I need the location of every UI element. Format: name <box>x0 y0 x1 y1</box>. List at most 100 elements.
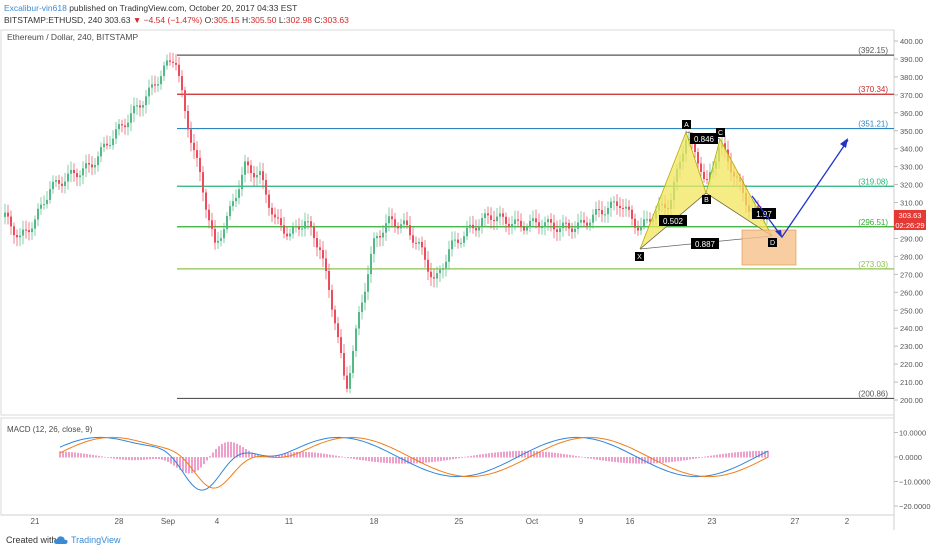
macd-hist-bar <box>338 456 340 458</box>
candle-body <box>493 219 495 222</box>
candle-body <box>67 173 69 182</box>
point-a-badge <box>682 120 691 129</box>
candle-body <box>388 216 390 224</box>
macd-hist-bar <box>431 457 433 463</box>
macd-hist-bar <box>446 457 448 461</box>
macd-hist-bar <box>350 457 352 459</box>
time-axis[interactable]: 21 28 Sep 4 11 18 25 Oct 9 16 23 27 2 <box>31 517 850 526</box>
candle-body <box>328 270 330 290</box>
macd-hist-bar <box>278 454 280 458</box>
macd-hist-bar <box>230 441 232 458</box>
candle-body <box>616 201 618 206</box>
candle-body <box>421 241 423 248</box>
point-c-label: C <box>718 130 723 137</box>
candle-body <box>448 249 450 262</box>
macd-hist-bar <box>611 457 613 462</box>
macd-hist-bar <box>182 457 184 472</box>
harmonic-pattern[interactable]: A B C D X 0.502 0.846 1.97 0.887 <box>635 120 849 266</box>
macd-hist-bar <box>155 457 157 459</box>
macd-axis[interactable]: 10.0000 0.0000 −10.0000 −20.0000 <box>894 429 931 512</box>
macd-hist-bar <box>620 457 622 463</box>
macd-hist-bar <box>728 453 730 458</box>
created-with-text: Created with <box>6 535 57 545</box>
price-tick-label: 310.00 <box>900 199 923 208</box>
candle-body <box>433 277 435 279</box>
macd-hist-bar <box>242 447 244 458</box>
macd-hist-bar <box>68 451 70 458</box>
candle-body <box>100 147 102 157</box>
candle-body <box>157 84 159 86</box>
macd-hist-bar <box>644 457 646 464</box>
macd-hist-bar <box>743 451 745 458</box>
candle-body <box>40 204 42 209</box>
candle-body <box>505 216 507 224</box>
macd-hist-bar <box>113 457 115 459</box>
candle-body <box>262 171 264 181</box>
tradingview-brand[interactable]: TradingView <box>54 535 121 545</box>
candle-body <box>19 235 21 238</box>
candle-body <box>610 201 612 209</box>
macd-hist-bar <box>626 457 628 464</box>
candle-body <box>175 62 177 65</box>
candle-body <box>406 220 408 226</box>
macd-hist-bar <box>161 457 163 460</box>
author-link[interactable]: Excalibur-vin618 <box>4 3 67 13</box>
candle-body <box>304 221 306 229</box>
candle-body <box>133 105 135 114</box>
candle-body <box>523 226 525 231</box>
macd-hist-bar <box>434 457 436 462</box>
macd-hist-bar <box>569 454 571 458</box>
macd-hist-bar <box>296 451 298 458</box>
candle-body <box>58 180 60 184</box>
macd-hist-bar <box>290 452 292 458</box>
macd-hist-bar <box>461 457 463 458</box>
candle-body <box>337 323 339 338</box>
candle-body <box>397 226 399 229</box>
ratio-label-4: 0.887 <box>695 240 716 249</box>
point-c-badge <box>716 128 725 137</box>
macd-tick-label: 10.0000 <box>899 429 926 438</box>
macd-hist-bar <box>326 454 328 458</box>
macd-pane-title: MACD (12, 26, close, 9) <box>7 425 93 434</box>
candle-body <box>649 219 651 222</box>
pattern-xab-triangle <box>639 130 707 250</box>
macd-hist-bar <box>746 451 748 458</box>
publish-info: Excalibur-vin618 published on TradingVie… <box>4 3 297 13</box>
candle-body <box>61 183 63 186</box>
macd-hist-bar <box>566 454 568 458</box>
candle-body <box>442 268 444 270</box>
macd-hist-bar <box>617 457 619 463</box>
candle-body <box>379 235 381 238</box>
macd-hist-bar <box>695 457 697 459</box>
macd-hist-bar <box>167 457 169 462</box>
macd-hist-bar <box>740 451 742 458</box>
price-axis[interactable]: 400.00 390.00 380.00 370.00 360.00 350.00 340.… <box>894 37 923 405</box>
candle-body <box>280 218 282 226</box>
macd-hist-bar <box>602 457 604 461</box>
candle-body <box>568 223 570 229</box>
candle-body <box>88 163 90 165</box>
candle-body <box>544 222 546 228</box>
candle-body <box>316 238 318 248</box>
macd-hist-bar <box>164 457 166 461</box>
candle-body <box>223 229 225 239</box>
ratio-badge-1 <box>659 215 687 226</box>
candle-body <box>352 350 354 374</box>
macd-hist-bar <box>335 455 337 458</box>
macd-hist-bar <box>215 449 217 458</box>
price-tick-label: 330.00 <box>900 163 923 172</box>
candle-body <box>643 219 645 227</box>
macd-hist-bar <box>143 457 145 460</box>
macd-hist-bar <box>194 457 196 473</box>
candle-body <box>607 208 609 215</box>
macd-hist-bar <box>254 453 256 458</box>
price-tick-label: 370.00 <box>900 91 923 100</box>
price-tick-label: 350.00 <box>900 127 923 136</box>
macd-hist-bar <box>389 457 391 464</box>
macd-hist-bar <box>524 450 526 458</box>
candle-body <box>724 143 726 150</box>
candle-body <box>694 142 696 153</box>
macd-hist-bar <box>476 454 478 458</box>
ratio-label-3: 1.97 <box>756 210 772 219</box>
